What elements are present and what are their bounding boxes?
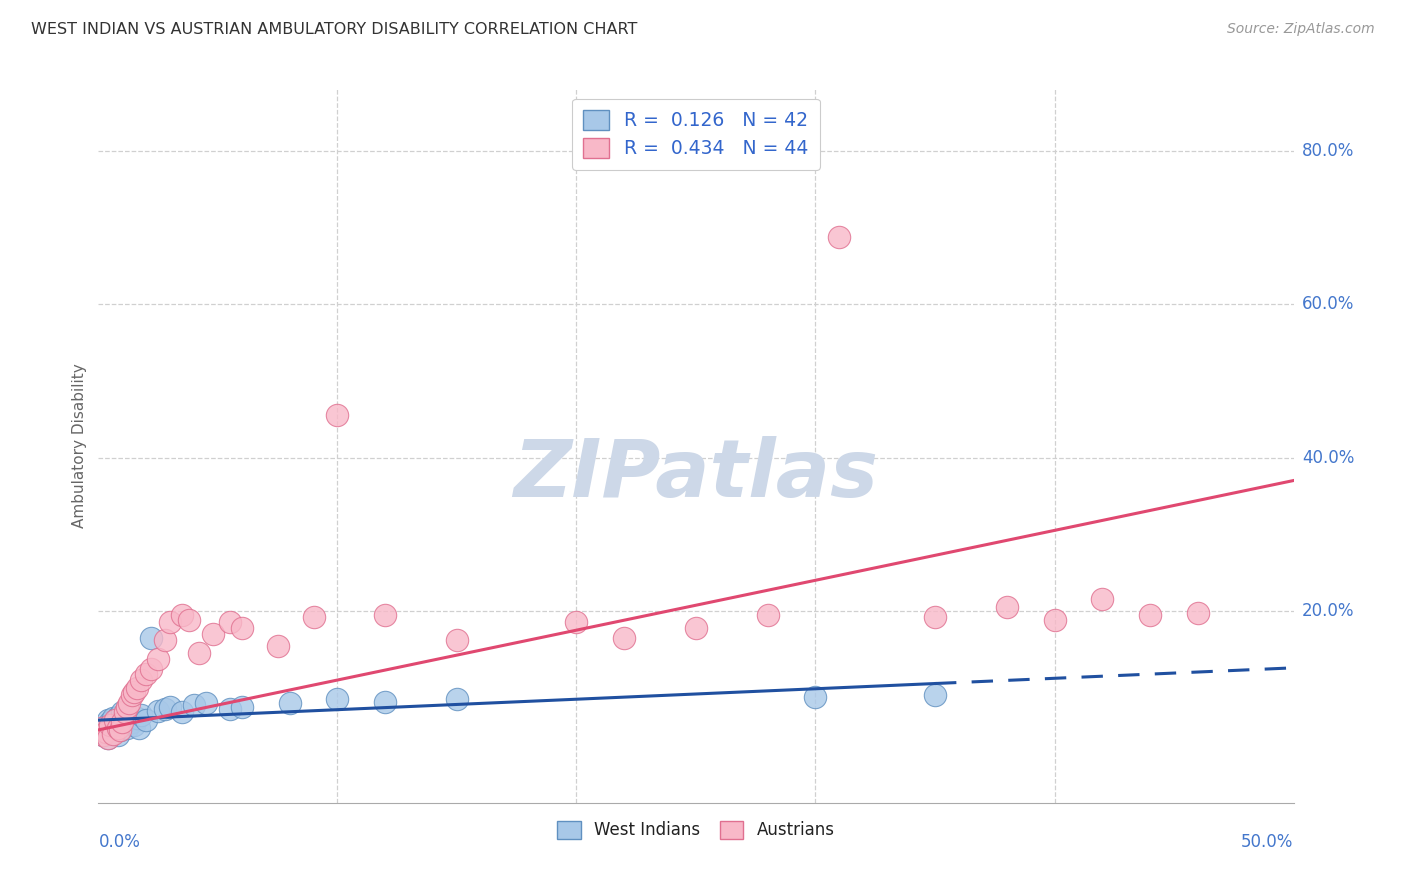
Point — [446, 633, 468, 648]
Point — [121, 715, 143, 730]
Point — [135, 666, 157, 681]
Point — [97, 731, 120, 745]
Point — [104, 713, 127, 727]
Point — [187, 646, 209, 660]
Point — [159, 699, 181, 714]
Text: Source: ZipAtlas.com: Source: ZipAtlas.com — [1227, 22, 1375, 37]
Point — [1091, 592, 1114, 607]
Point — [202, 627, 225, 641]
Point — [91, 728, 114, 742]
Point — [828, 229, 851, 244]
Point — [104, 717, 127, 731]
Point — [94, 719, 117, 733]
Point — [107, 728, 129, 742]
Point — [446, 692, 468, 706]
Point — [231, 621, 253, 635]
Point — [183, 698, 205, 712]
Point — [107, 710, 129, 724]
Point — [124, 684, 146, 698]
Point — [115, 699, 138, 714]
Point — [91, 728, 114, 742]
Point — [1043, 613, 1066, 627]
Point — [108, 723, 131, 737]
Point — [219, 702, 242, 716]
Point — [756, 607, 779, 622]
Point — [111, 715, 134, 730]
Point — [924, 610, 946, 624]
Point — [108, 719, 131, 733]
Point — [131, 707, 153, 722]
Point — [219, 615, 242, 630]
Text: ZIPatlas: ZIPatlas — [513, 435, 879, 514]
Point — [326, 692, 349, 706]
Point — [374, 607, 396, 622]
Point — [685, 621, 707, 635]
Point — [98, 723, 122, 737]
Point — [101, 711, 124, 725]
Point — [139, 631, 162, 645]
Point — [159, 615, 181, 630]
Point — [924, 689, 946, 703]
Point — [90, 727, 112, 741]
Point — [135, 713, 157, 727]
Point — [139, 661, 162, 675]
Point — [172, 705, 194, 719]
Point — [94, 725, 117, 739]
Point — [565, 615, 588, 630]
Point — [108, 723, 131, 737]
Text: 20.0%: 20.0% — [1302, 602, 1354, 620]
Point — [326, 409, 349, 423]
Point — [1187, 606, 1209, 620]
Point — [155, 702, 177, 716]
Point — [121, 689, 143, 703]
Point — [97, 731, 120, 745]
Point — [231, 699, 253, 714]
Point — [107, 721, 129, 735]
Point — [131, 673, 153, 687]
Point — [118, 696, 141, 710]
Point — [125, 711, 148, 725]
Point — [111, 713, 134, 727]
Point — [114, 705, 136, 719]
Point — [155, 633, 177, 648]
Point — [118, 710, 141, 724]
Point — [267, 639, 290, 653]
Point — [995, 600, 1018, 615]
Point — [114, 715, 136, 730]
Point — [94, 725, 117, 739]
Point — [179, 613, 201, 627]
Point — [172, 607, 194, 622]
Text: 40.0%: 40.0% — [1302, 449, 1354, 467]
Point — [148, 651, 170, 665]
Point — [98, 715, 122, 730]
Point — [97, 713, 120, 727]
Point — [125, 681, 148, 695]
Y-axis label: Ambulatory Disability: Ambulatory Disability — [72, 364, 87, 528]
Point — [90, 721, 112, 735]
Point — [128, 721, 150, 735]
Point — [374, 694, 396, 708]
Point — [111, 705, 134, 719]
Point — [104, 721, 127, 735]
Text: 0.0%: 0.0% — [98, 833, 141, 851]
Point — [101, 727, 124, 741]
Point — [302, 610, 325, 624]
Point — [278, 696, 301, 710]
Text: 60.0%: 60.0% — [1302, 295, 1354, 313]
Point — [804, 690, 827, 704]
Legend: West Indians, Austrians: West Indians, Austrians — [551, 814, 841, 846]
Text: 50.0%: 50.0% — [1241, 833, 1294, 851]
Point — [148, 704, 170, 718]
Point — [1139, 607, 1161, 622]
Point — [124, 717, 146, 731]
Point — [98, 717, 122, 731]
Point — [101, 725, 124, 739]
Point — [613, 631, 636, 645]
Text: WEST INDIAN VS AUSTRIAN AMBULATORY DISABILITY CORRELATION CHART: WEST INDIAN VS AUSTRIAN AMBULATORY DISAB… — [31, 22, 637, 37]
Point — [115, 721, 138, 735]
Text: 80.0%: 80.0% — [1302, 142, 1354, 160]
Point — [195, 696, 218, 710]
